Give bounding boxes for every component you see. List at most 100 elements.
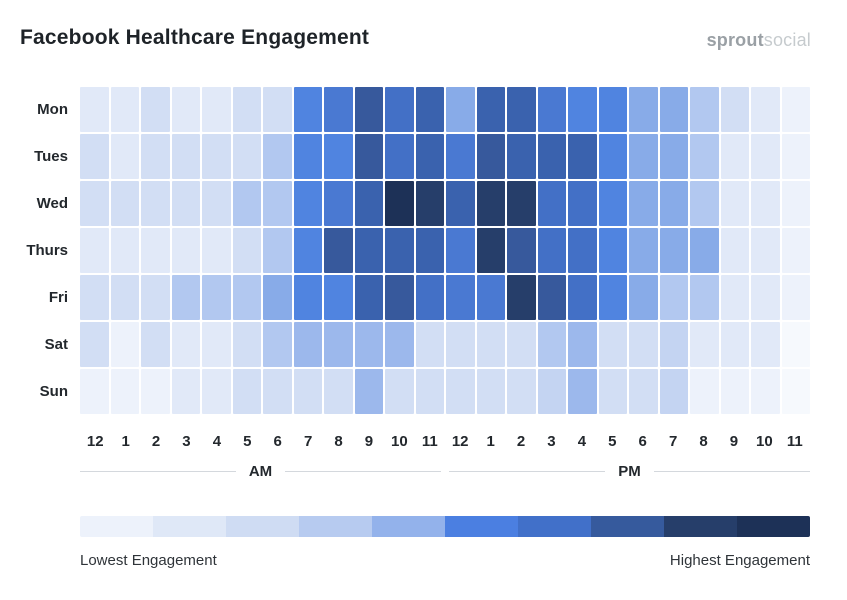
heatmap-cell <box>781 322 810 367</box>
hour-label: 9 <box>364 433 374 450</box>
heatmap-cell <box>171 369 200 414</box>
heatmap-cell <box>232 134 261 179</box>
heatmap-cell <box>507 87 536 132</box>
heatmap-cell <box>141 322 170 367</box>
legend-segment <box>153 516 226 537</box>
heatmap-cell <box>415 369 444 414</box>
heatmap-cell <box>751 369 780 414</box>
heatmap-cell <box>385 181 414 226</box>
heatmap-cell <box>446 181 475 226</box>
pm-right-rule <box>653 471 810 472</box>
heatmap-cell <box>293 275 322 320</box>
am-left-rule <box>80 471 236 472</box>
legend-segment <box>664 516 737 537</box>
hour-label: 9 <box>729 433 739 450</box>
hour-label: 6 <box>638 433 647 450</box>
heatmap-cell <box>781 134 810 179</box>
heatmap-cell <box>476 134 505 179</box>
heatmap-cell <box>446 322 475 367</box>
heatmap-cell <box>202 228 231 273</box>
heatmap-cell <box>507 228 536 273</box>
hour-label: 8 <box>334 433 343 450</box>
hour-label: 1 <box>121 433 130 450</box>
heatmap-row-sat: Sat <box>20 322 810 367</box>
heatmap-cell <box>80 275 109 320</box>
heatmap-cell <box>690 369 719 414</box>
heatmap-cell <box>202 322 231 367</box>
heatmap-cell <box>141 134 170 179</box>
heatmap-cell <box>202 181 231 226</box>
heatmap-cell <box>629 275 658 320</box>
heatmap-cell <box>324 275 353 320</box>
hour-label: 4 <box>577 433 587 450</box>
heatmap-cell <box>720 181 749 226</box>
ampm-axis: AM PM <box>80 463 810 480</box>
heatmap-cell <box>110 228 139 273</box>
heatmap-cell <box>324 87 353 132</box>
heatmap-cell <box>659 369 688 414</box>
heatmap-cell <box>202 134 231 179</box>
pm-label: PM <box>618 463 641 480</box>
heatmap-cell <box>568 181 597 226</box>
heatmap-row-cells <box>80 87 810 132</box>
hour-label: 3 <box>182 433 191 450</box>
heatmap-cell <box>598 87 627 132</box>
heatmap-cell <box>507 275 536 320</box>
row-label-sat: Sat <box>44 336 68 353</box>
heatmap-cell <box>598 181 627 226</box>
page-title: Facebook Healthcare Engagement <box>20 26 370 49</box>
hour-label: 6 <box>273 433 282 450</box>
heatmap-cell <box>80 134 109 179</box>
heatmap-cell <box>751 134 780 179</box>
heatmap-cell <box>507 181 536 226</box>
hour-label: 7 <box>668 433 678 450</box>
heatmap-cell <box>629 322 658 367</box>
heatmap-cell <box>171 275 200 320</box>
heatmap-cell <box>354 87 383 132</box>
heatmap-cell <box>598 228 627 273</box>
heatmap-cell <box>232 275 261 320</box>
heatmap-cell <box>629 181 658 226</box>
heatmap-cell <box>80 87 109 132</box>
heatmap-cell <box>293 322 322 367</box>
heatmap-cell <box>781 228 810 273</box>
heatmap-cell <box>293 181 322 226</box>
am-label: AM <box>248 463 273 480</box>
hour-label: 10 <box>391 433 408 450</box>
heatmap-cell <box>598 369 627 414</box>
heatmap-cell <box>568 134 597 179</box>
heatmap-cell <box>141 87 170 132</box>
heatmap-cell <box>446 228 475 273</box>
legend-gradient <box>80 516 810 537</box>
heatmap-cell <box>629 369 658 414</box>
heatmap-cell <box>110 275 139 320</box>
heatmap-cell <box>171 181 200 226</box>
heatmap-cell <box>232 87 261 132</box>
heatmap-cell <box>293 87 322 132</box>
heatmap-cell <box>507 369 536 414</box>
hour-label: 3 <box>547 433 556 450</box>
heatmap-cell <box>171 228 200 273</box>
heatmap-row-cells <box>80 181 810 226</box>
heatmap-cell <box>415 87 444 132</box>
legend-segment <box>80 516 153 537</box>
hour-label: 5 <box>608 433 617 450</box>
heatmap-cell <box>80 369 109 414</box>
pm-group: PM <box>449 463 810 480</box>
heatmap-cell <box>476 181 505 226</box>
hour-label: 8 <box>699 433 708 450</box>
heatmap-cell <box>751 228 780 273</box>
heatmap-cell <box>415 228 444 273</box>
legend-segment <box>226 516 299 537</box>
row-label-sun: Sun <box>39 383 68 400</box>
logo-text-social: social <box>763 30 811 50</box>
heatmap-cell <box>415 134 444 179</box>
legend-segment <box>445 516 518 537</box>
heatmap-cell <box>537 134 566 179</box>
heatmap-cell <box>568 228 597 273</box>
heatmap-cell <box>263 322 292 367</box>
heatmap-cell <box>720 275 749 320</box>
hour-label: 12 <box>86 433 104 450</box>
heatmap-cell <box>354 134 383 179</box>
